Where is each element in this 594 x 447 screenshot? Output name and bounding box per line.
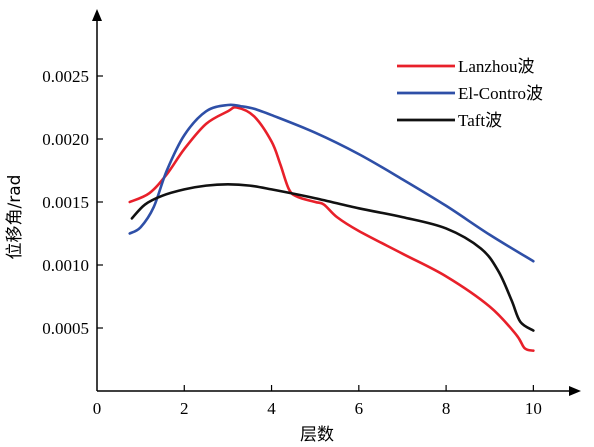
x-axis-ticks: 0 2 4 6 8 10 <box>93 385 542 418</box>
legend-label-3: Taft波 <box>458 111 502 130</box>
y-tick-label: 0.0025 <box>42 67 89 86</box>
x-tick-label: 0 <box>93 399 102 418</box>
y-axis-ticks: 0.0005 0.0010 0.0015 0.0020 0.0025 <box>42 67 103 338</box>
legend: Lanzhou波 El-Contro波 Taft波 <box>397 57 543 130</box>
x-tick-label: 10 <box>525 399 542 418</box>
x-tick-label: 6 <box>355 399 364 418</box>
y-tick-label: 0.0015 <box>42 193 89 212</box>
x-tick-label: 8 <box>442 399 451 418</box>
series-layer <box>128 103 535 352</box>
y-tick-label: 0.0010 <box>42 256 89 275</box>
series-line-2 <box>128 103 535 263</box>
series-line-3 <box>130 183 535 332</box>
legend-label-2: El-Contro波 <box>458 84 543 103</box>
x-tick-label: 4 <box>267 399 276 418</box>
x-tick-label: 2 <box>180 399 189 418</box>
y-tick-label: 0.0020 <box>42 130 89 149</box>
x-axis-arrow <box>569 386 581 396</box>
y-tick-label: 0.0005 <box>42 319 89 338</box>
legend-label-1: Lanzhou波 <box>458 57 534 76</box>
y-axis-arrow <box>92 9 102 21</box>
x-axis-title: 层数 <box>300 425 334 445</box>
y-axis-title: 位移角/rad <box>5 175 25 260</box>
series-line-1 <box>128 106 535 352</box>
